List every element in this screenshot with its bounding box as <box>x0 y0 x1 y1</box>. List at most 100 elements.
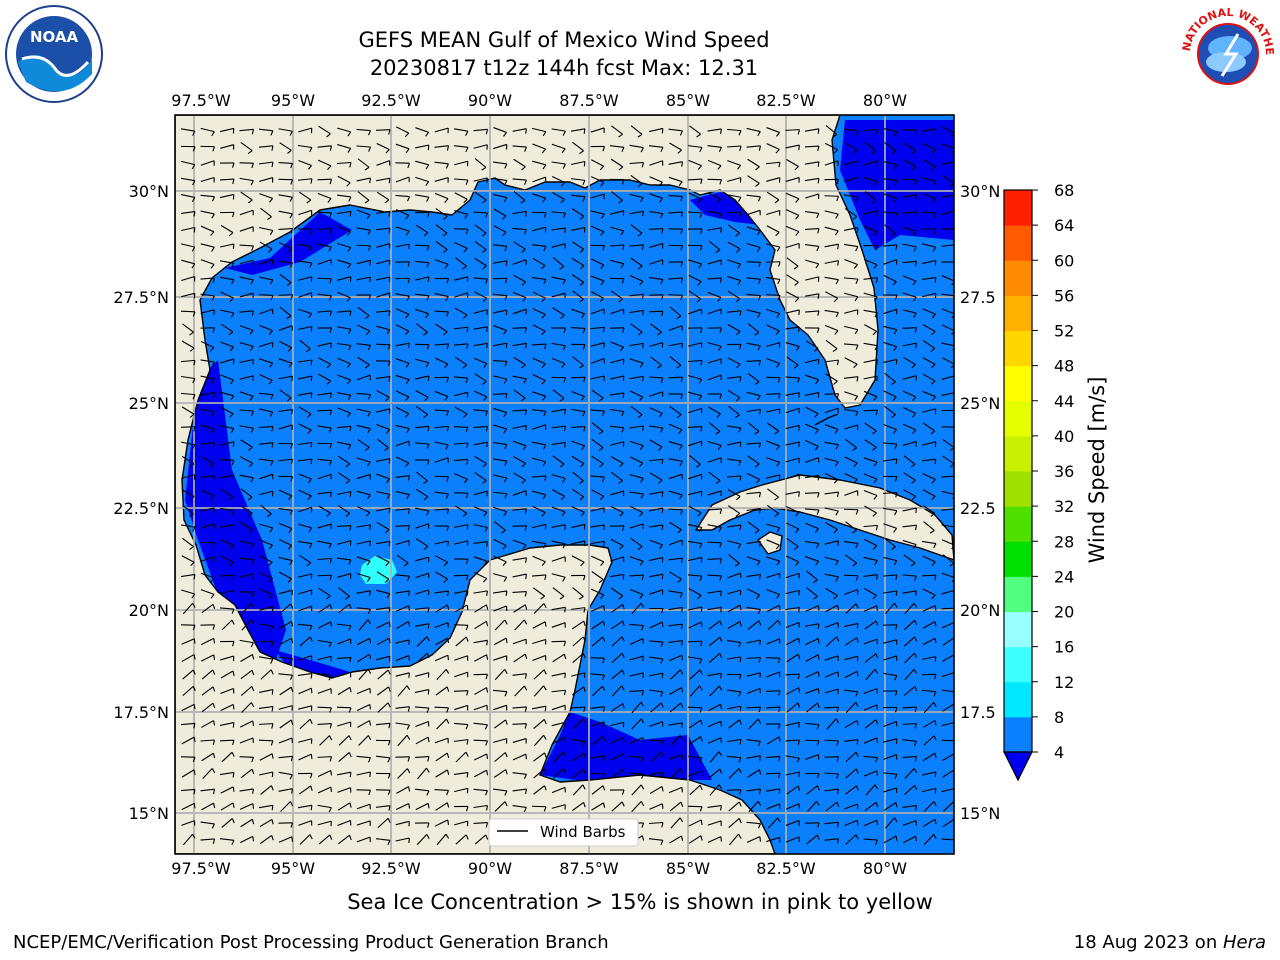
wind-barb <box>337 491 352 497</box>
wind-barb <box>785 209 800 220</box>
wind-barb <box>707 178 723 185</box>
wind-barb <box>922 177 937 186</box>
wind-barb <box>689 784 703 796</box>
wind-barb <box>434 409 449 416</box>
wind-barb <box>688 556 703 563</box>
wind-barb <box>727 604 742 613</box>
wind-barb <box>532 143 546 154</box>
wind-barb <box>474 834 489 845</box>
wind-barb <box>260 785 274 795</box>
colorbar-tick-label: 60 <box>1054 251 1074 270</box>
wind-barb <box>180 426 196 432</box>
wind-barb <box>687 244 703 251</box>
wind-barb <box>200 507 215 513</box>
wind-barb <box>766 422 780 435</box>
wind-barb <box>375 722 391 729</box>
wind-barb <box>650 356 662 369</box>
wind-barb <box>746 261 762 268</box>
wind-barb <box>258 640 274 647</box>
wind-barb <box>863 409 879 416</box>
wind-barb <box>532 357 546 368</box>
wind-barb <box>298 506 313 513</box>
wind-barb <box>824 756 840 762</box>
wind-barb <box>786 687 801 695</box>
wind-barb <box>512 772 527 780</box>
wind-barb <box>377 702 391 713</box>
wind-barb <box>688 524 703 533</box>
wind-barb <box>668 754 683 760</box>
footer-date-text: 18 Aug 2023 on <box>1073 932 1223 953</box>
wind-barb <box>181 455 195 468</box>
wind-barb <box>259 606 274 612</box>
wind-barb <box>844 490 859 496</box>
wind-barb <box>845 701 859 714</box>
lon-label-top: 85°W <box>666 91 710 110</box>
wind-barb <box>590 721 605 727</box>
wind-barb <box>649 803 664 810</box>
wind-barb <box>473 704 488 711</box>
wind-barb <box>259 555 273 567</box>
wind-barb <box>648 821 664 828</box>
wind-barb <box>746 507 761 514</box>
wind-barb <box>746 706 762 713</box>
wind-barb <box>259 324 273 335</box>
wind-barb <box>805 522 819 533</box>
wind-barb <box>941 607 954 613</box>
wind-barb <box>395 508 411 514</box>
wind-barb <box>844 160 859 167</box>
wind-barb <box>358 735 372 746</box>
wind-barb <box>259 689 274 695</box>
wind-barb <box>434 622 449 628</box>
wind-barb <box>375 772 391 779</box>
wind-barb <box>278 408 293 415</box>
wind-barb <box>649 491 664 497</box>
wind-barb <box>532 193 547 203</box>
wind-barb <box>356 703 372 712</box>
wind-barb <box>903 784 918 796</box>
wind-barb <box>298 406 312 418</box>
wind-barb <box>551 376 567 383</box>
wind-barb <box>650 323 662 336</box>
wind-barb <box>590 127 605 133</box>
wind-barb <box>649 407 663 418</box>
wind-barb <box>395 756 411 762</box>
wind-barb <box>922 390 936 401</box>
wind-barb <box>278 705 293 711</box>
wind-barb <box>260 207 272 221</box>
wind-barb <box>902 243 917 252</box>
wind-barb <box>903 835 918 844</box>
wind-barb <box>863 538 878 550</box>
wind-barb <box>356 424 371 434</box>
wind-barb <box>826 718 840 730</box>
wind-barb <box>785 424 800 431</box>
wind-barb <box>727 194 742 202</box>
wind-barb <box>649 176 663 187</box>
wind-barb <box>883 325 898 335</box>
wind-barb <box>609 145 625 153</box>
wind-barb <box>258 739 274 746</box>
wind-barb <box>707 128 722 134</box>
wind-barb <box>882 442 898 450</box>
wind-barb <box>922 324 936 336</box>
wind-barb <box>609 573 625 580</box>
wind-barb <box>786 159 799 171</box>
wind-barb <box>396 406 410 418</box>
wind-barb <box>668 639 683 646</box>
wind-barb <box>317 723 333 729</box>
wind-barb <box>845 751 859 763</box>
wind-barb <box>609 392 625 398</box>
wind-barb <box>688 473 703 480</box>
colorbar-tick-label: 48 <box>1054 357 1074 376</box>
wind-barb <box>414 442 430 449</box>
wind-barb <box>531 475 547 481</box>
colorbar-tick-label: 8 <box>1054 708 1064 727</box>
wind-barb <box>376 243 391 249</box>
wind-barb <box>824 160 839 166</box>
wind-barb <box>729 833 742 846</box>
wind-barb <box>921 689 937 697</box>
wind-barb <box>375 789 391 796</box>
wind-barb <box>785 622 800 628</box>
wind-barb <box>572 718 586 730</box>
wind-barb <box>473 425 489 432</box>
wind-barb <box>571 523 586 530</box>
